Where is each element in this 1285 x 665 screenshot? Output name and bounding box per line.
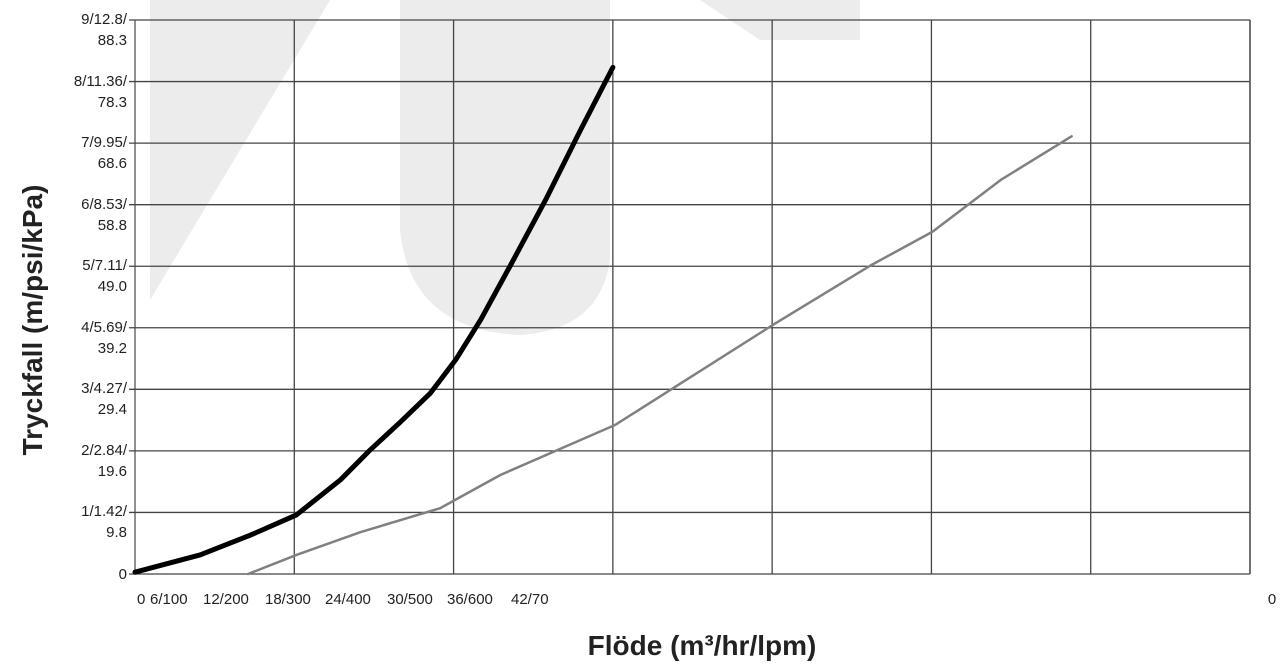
x-tick-label: 0 bbox=[137, 591, 145, 608]
background-watermark bbox=[150, 0, 860, 335]
y-tick-label: 3/4.27/ 29.4 bbox=[81, 380, 127, 419]
x-tick-label: 30/500 bbox=[387, 591, 433, 608]
y-tick-label: 6/8.53/ 58.8 bbox=[81, 195, 127, 234]
x-tick-label: 12/200 bbox=[203, 591, 249, 608]
x-tick-label: 6/100 bbox=[150, 591, 188, 608]
y-tick-label: 7/9.95/ 68.6 bbox=[81, 134, 127, 173]
x-tick-label: 36/600 bbox=[447, 591, 493, 608]
x-axis-title: Flöde (m³/hr/lpm) bbox=[588, 630, 817, 661]
x-tick-label: 18/300 bbox=[265, 591, 311, 608]
y-tick-label: 2/2.84/ 19.6 bbox=[81, 441, 127, 480]
series-line bbox=[132, 64, 616, 575]
y-tick-label: 4/5.69/ 39.2 bbox=[81, 318, 127, 357]
y-tick-label: 0 bbox=[118, 566, 127, 583]
y-tick-label: 5/7.11/ 49.0 bbox=[82, 257, 127, 296]
y-tick-label: 8/11.36/ 78.3 bbox=[73, 72, 127, 111]
y-tick-label: 1/1.42/ 9.8 bbox=[81, 503, 127, 542]
series-line bbox=[246, 135, 1073, 576]
y-axis-title: Tryckfall (m/psi/kPa) bbox=[17, 185, 48, 456]
y-tick-label: 9/12.8/ 88.3 bbox=[81, 11, 127, 49]
x-tick-label: 42/70 bbox=[511, 591, 549, 608]
x-tick-label: 24/400 bbox=[325, 591, 371, 608]
x-end-label: 0 bbox=[1268, 591, 1276, 608]
